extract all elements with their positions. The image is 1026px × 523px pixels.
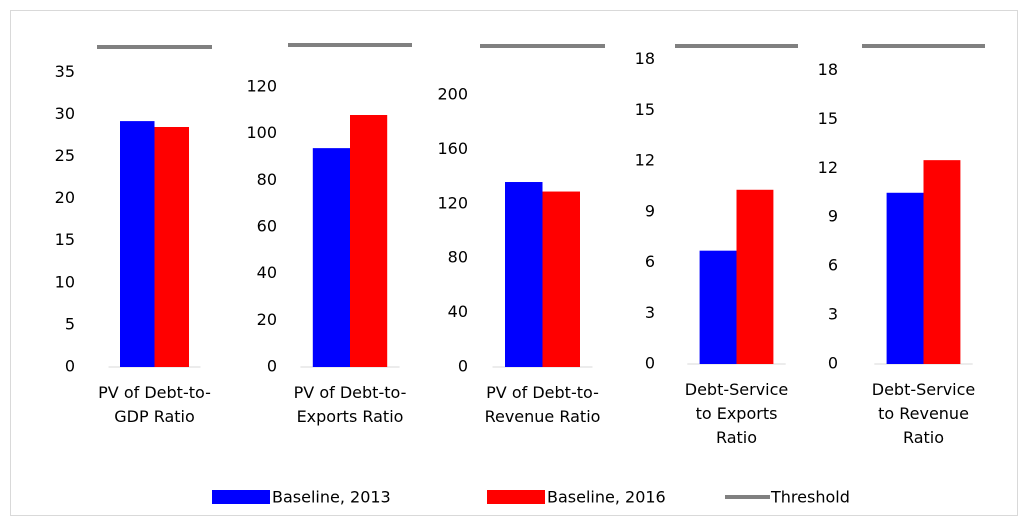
bar — [120, 121, 155, 368]
y-tick-label: 10 — [55, 272, 75, 291]
y-tick-label: 18 — [818, 60, 838, 79]
y-tick-label: 3 — [645, 303, 655, 322]
y-tick-label: 160 — [437, 139, 468, 158]
y-tick-label: 20 — [55, 188, 75, 207]
y-tick-label: 9 — [645, 201, 655, 220]
legend-swatch — [487, 490, 545, 504]
y-tick-label: 60 — [257, 217, 277, 236]
y-tick-label: 120 — [437, 193, 468, 212]
category-label: PV of Debt-to-Revenue Ratio — [484, 383, 601, 426]
y-tick-label: 25 — [55, 146, 75, 165]
bar — [736, 189, 774, 364]
y-tick-label: 0 — [645, 354, 655, 373]
y-tick-label: 120 — [246, 77, 277, 96]
y-tick-label: 0 — [65, 357, 75, 376]
y-tick-label: 0 — [267, 357, 277, 376]
bar — [923, 160, 961, 364]
y-tick-label: 6 — [645, 252, 655, 271]
bar — [699, 250, 737, 364]
y-tick-label: 3 — [828, 305, 838, 324]
frame — [10, 10, 1018, 516]
y-tick-label: 100 — [246, 123, 277, 142]
legend-swatch — [212, 490, 270, 504]
y-tick-label: 18 — [635, 49, 655, 68]
y-tick-label: 30 — [55, 104, 75, 123]
category-label: PV of Debt-to-Exports Ratio — [293, 383, 407, 426]
legend-label: Baseline, 2016 — [547, 488, 666, 507]
bar — [886, 192, 924, 364]
y-tick-label: 40 — [257, 263, 277, 282]
y-tick-label: 15 — [818, 109, 838, 128]
legend-label: Baseline, 2013 — [272, 488, 391, 507]
category-label: Debt-Service to Revenue Ratio — [871, 380, 976, 447]
y-tick-label: 200 — [437, 84, 468, 103]
y-tick-label: 6 — [828, 256, 838, 275]
y-tick-label: 0 — [458, 357, 468, 376]
y-tick-label: 0 — [828, 354, 838, 373]
bar — [350, 115, 388, 367]
y-tick-label: 80 — [448, 248, 468, 267]
y-tick-label: 80 — [257, 170, 277, 189]
y-tick-label: 12 — [818, 158, 838, 177]
y-tick-label: 15 — [55, 230, 75, 249]
y-tick-label: 12 — [635, 151, 655, 170]
category-label: Debt-Service to Exports Ratio — [684, 380, 789, 447]
y-tick-label: 40 — [448, 302, 468, 321]
y-tick-label: 35 — [55, 62, 75, 81]
y-tick-label: 5 — [65, 314, 75, 333]
y-tick-label: 9 — [828, 207, 838, 226]
bar — [154, 127, 189, 367]
bar — [312, 148, 350, 367]
y-tick-label: 15 — [635, 100, 655, 119]
category-label: PV of Debt-to-GDP Ratio — [98, 383, 211, 426]
bar — [505, 182, 543, 367]
legend-label: Threshold — [770, 488, 850, 507]
y-tick-label: 20 — [257, 310, 277, 329]
bar — [542, 191, 580, 367]
